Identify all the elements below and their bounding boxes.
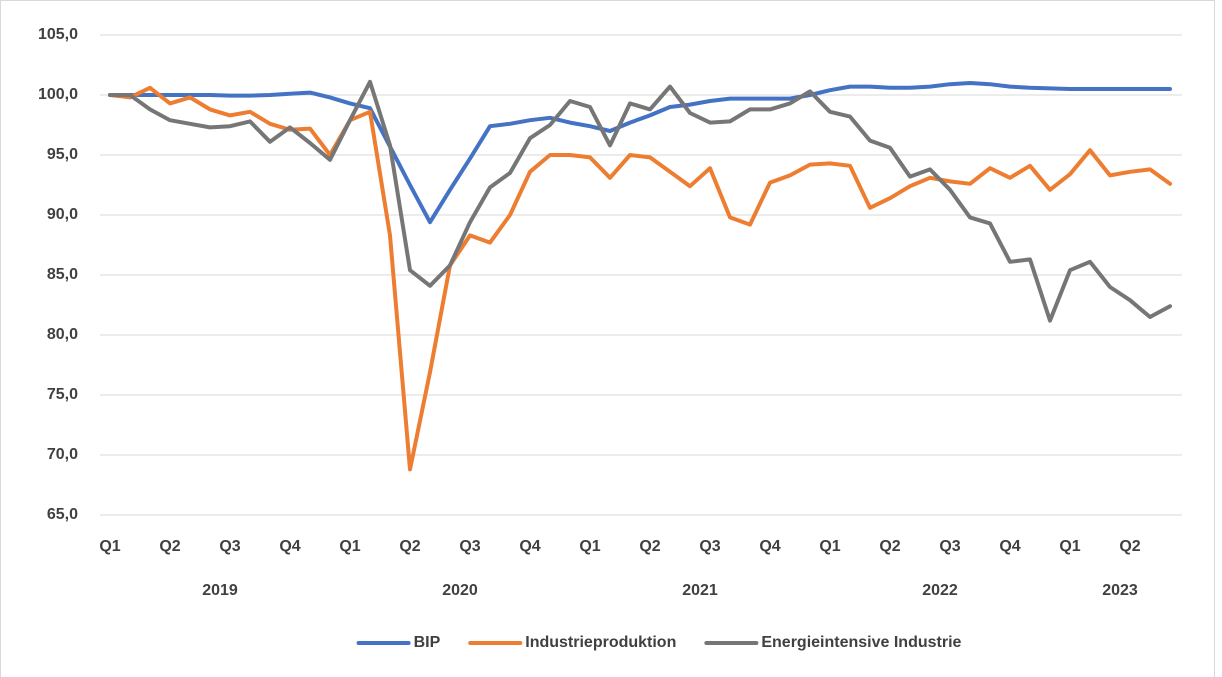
y-tick-label: 85,0 (47, 266, 78, 283)
legend-label: Energieintensive Industrie (761, 634, 961, 651)
x-tick-label: Q2 (159, 538, 180, 555)
x-tick-label: Q3 (219, 538, 240, 555)
x-tick-label: Q1 (579, 538, 600, 555)
x-tick-label: Q1 (339, 538, 360, 555)
x-tick-label: Q1 (99, 538, 120, 555)
x-group-label: 2020 (442, 582, 478, 599)
y-tick-label: 100,0 (38, 86, 78, 103)
legend-label: BIP (414, 634, 441, 651)
x-tick-label: Q2 (639, 538, 660, 555)
x-tick-label: Q4 (519, 538, 540, 555)
x-tick-label: Q3 (459, 538, 480, 555)
y-tick-label: 95,0 (47, 146, 78, 163)
y-tick-label: 65,0 (47, 506, 78, 523)
x-tick-label: Q3 (699, 538, 720, 555)
x-tick-label: Q2 (1119, 538, 1140, 555)
x-tick-label: Q2 (879, 538, 900, 555)
x-tick-label: Q3 (939, 538, 960, 555)
x-tick-label: Q4 (279, 538, 300, 555)
x-group-label: 2019 (202, 582, 238, 599)
legend-label: Industrieproduktion (525, 634, 676, 651)
y-tick-label: 75,0 (47, 386, 78, 403)
x-tick-label: Q1 (819, 538, 840, 555)
y-tick-label: 80,0 (47, 326, 78, 343)
y-tick-label: 105,0 (38, 26, 78, 43)
x-tick-label: Q4 (999, 538, 1020, 555)
y-tick-label: 90,0 (47, 206, 78, 223)
x-tick-label: Q2 (399, 538, 420, 555)
x-group-label: 2022 (922, 582, 958, 599)
x-group-label: 2023 (1102, 582, 1138, 599)
x-tick-label: Q1 (1059, 538, 1080, 555)
series-line (108, 79, 1172, 323)
y-tick-label: 70,0 (47, 446, 78, 463)
x-tick-label: Q4 (759, 538, 780, 555)
x-group-label: 2021 (682, 582, 718, 599)
series-line (108, 81, 1172, 225)
